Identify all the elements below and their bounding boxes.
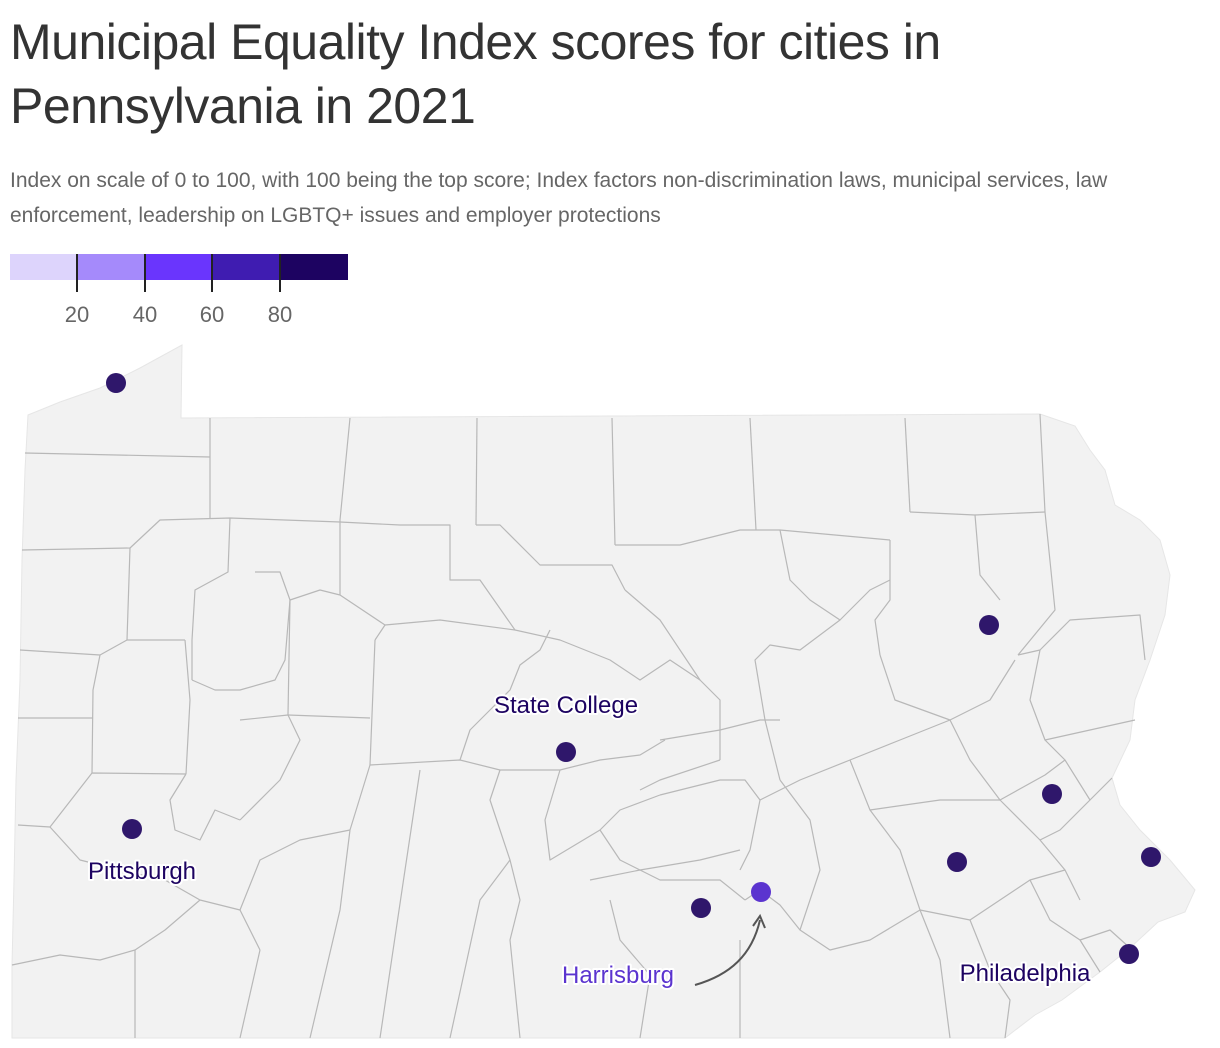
legend-tick-label: 40 xyxy=(132,302,158,327)
city-dot-reading xyxy=(947,852,967,872)
legend-swatch-0-20 xyxy=(10,254,77,280)
county-borders xyxy=(11,413,1146,1039)
legend-tick-20 xyxy=(76,254,78,292)
legend-tick-60 xyxy=(211,254,213,292)
city-dot-scranton xyxy=(979,615,999,635)
city-dot-pittsburgh xyxy=(122,819,142,839)
city-label-philadelphia: Philadelphia xyxy=(960,960,1091,987)
city-labels: State College Pittsburgh Harrisburg Phil… xyxy=(86,690,1093,991)
legend-tick-label: 60 xyxy=(199,302,225,327)
city-dots xyxy=(106,373,1161,964)
harrisburg-arrow xyxy=(694,919,761,986)
legend-tick-label: 20 xyxy=(64,302,90,327)
city-label-state-college: State College xyxy=(494,692,638,719)
city-dot-doylestown xyxy=(1141,847,1161,867)
city-dot-allentown xyxy=(1042,784,1062,804)
city-dot-erie xyxy=(106,373,126,393)
legend-swatch-40-60 xyxy=(145,254,212,280)
legend-swatch-20-40 xyxy=(77,254,145,280)
city-dot-carlisle xyxy=(691,898,711,918)
city-dot-state-college xyxy=(556,742,576,762)
legend-tick-40 xyxy=(144,254,146,292)
pennsylvania-map: State College Pittsburgh Harrisburg Phil… xyxy=(11,344,1196,1039)
color-legend: 20 40 60 80 xyxy=(10,254,350,334)
harrisburg-arrowhead xyxy=(752,913,766,929)
legend-swatch-80-100 xyxy=(280,254,348,280)
city-dot-harrisburg xyxy=(751,882,771,902)
city-label-harrisburg: Harrisburg xyxy=(562,962,674,989)
legend-swatch-60-80 xyxy=(212,254,280,280)
city-label-pittsburgh: Pittsburgh xyxy=(88,858,196,885)
state-outline xyxy=(11,344,1196,1039)
chart-subtitle: Index on scale of 0 to 100, with 100 bei… xyxy=(10,169,1108,227)
city-dot-philadelphia xyxy=(1119,944,1139,964)
chart-title: Municipal Equality Index scores for citi… xyxy=(10,14,941,134)
legend-tick-label: 80 xyxy=(267,302,293,327)
legend-tick-80 xyxy=(279,254,281,292)
